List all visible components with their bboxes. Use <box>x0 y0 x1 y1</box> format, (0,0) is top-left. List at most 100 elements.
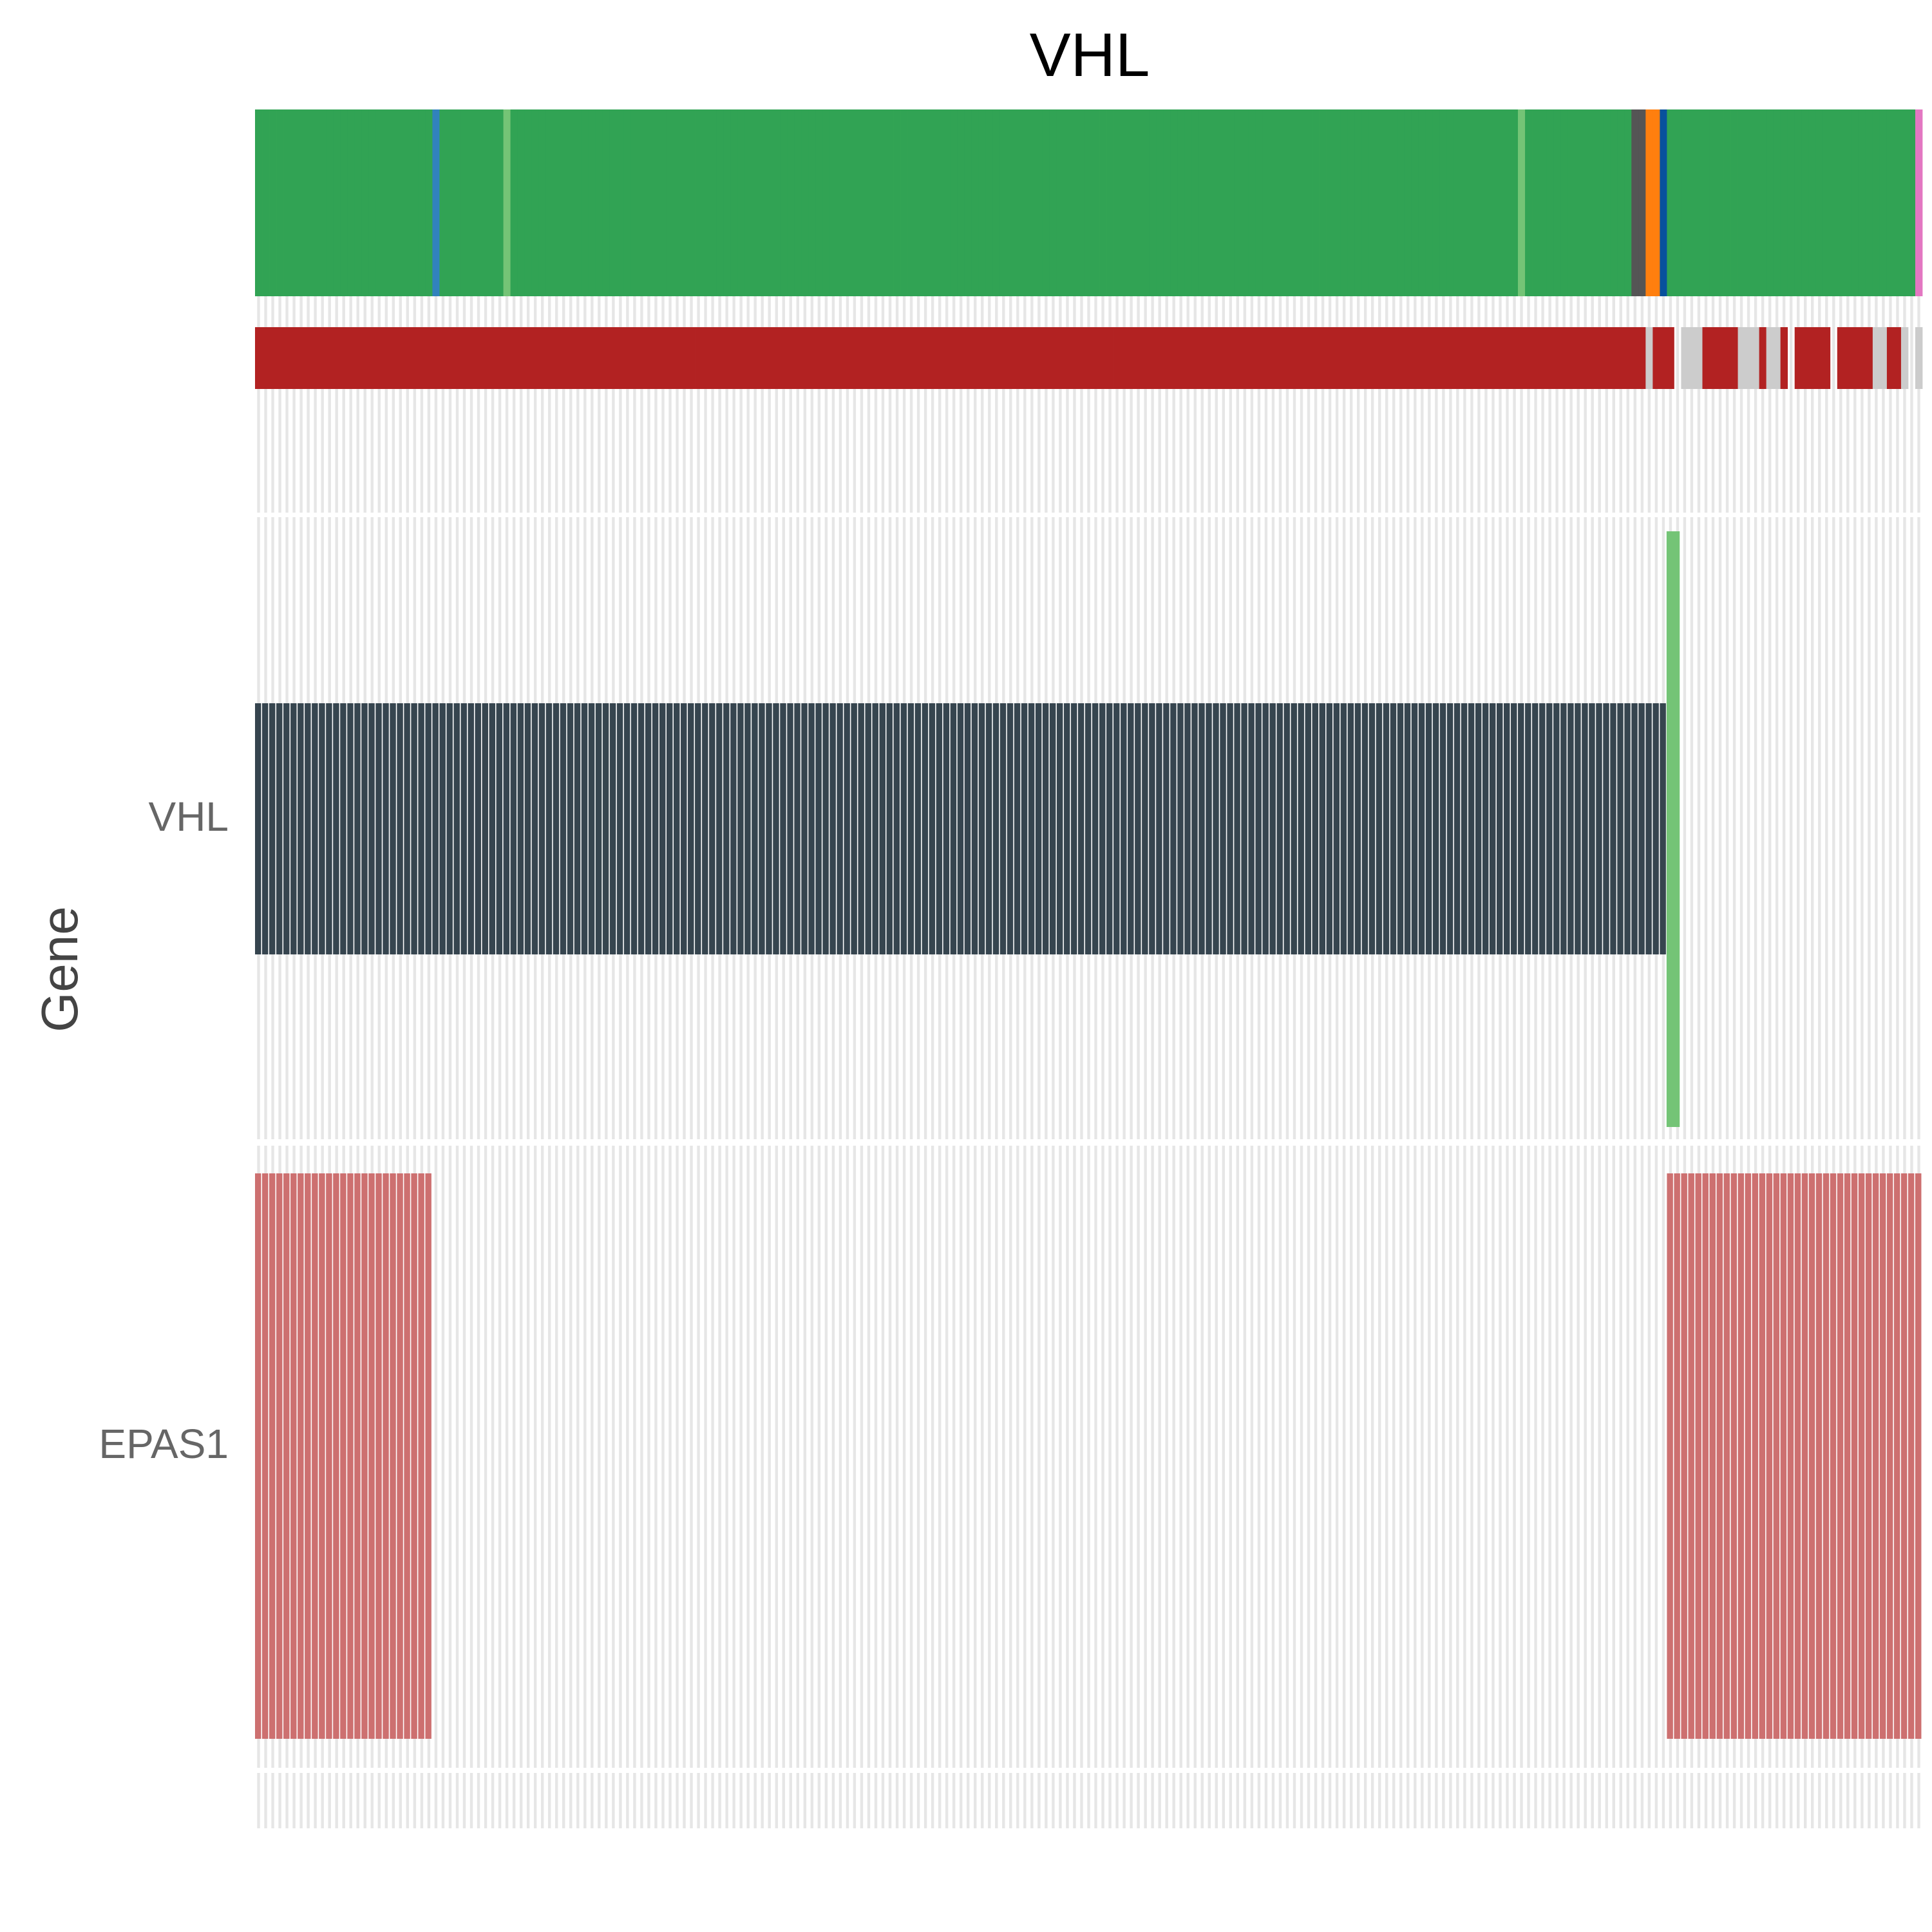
background-column <box>448 1773 452 1828</box>
background-column <box>1037 1773 1041 1828</box>
gene-label-epas1: EPAS1 <box>99 1421 229 1467</box>
top-track-cell <box>1844 109 1852 296</box>
second-track-cell <box>638 327 646 389</box>
epas1-alteration-cell <box>1667 1173 1673 1739</box>
vhl-alteration-cell <box>1063 703 1070 954</box>
top-track-cell <box>808 109 816 296</box>
background-column <box>1250 296 1254 513</box>
background-column <box>1321 1146 1325 1768</box>
second-track-cell <box>1511 327 1519 389</box>
background-column <box>441 1146 445 1768</box>
background-column <box>1520 1146 1523 1768</box>
vhl-alteration-cell <box>333 703 339 954</box>
epas1-alteration-cell <box>1808 1173 1815 1739</box>
vhl-alteration-cell <box>1368 703 1376 954</box>
second-track-cell <box>1681 327 1689 389</box>
vhl-alteration-cell <box>510 703 517 954</box>
background-column <box>1782 1773 1786 1828</box>
top-track-cell <box>1121 109 1128 296</box>
background-column <box>1910 517 1913 1139</box>
second-track-cell <box>936 327 944 389</box>
vhl-alteration-cell <box>1518 703 1524 954</box>
background-column <box>803 1146 807 1768</box>
top-track-cell <box>496 109 504 296</box>
top-track-cell <box>1354 109 1363 296</box>
top-track-cell <box>269 109 277 296</box>
vhl-alteration-cell <box>1007 703 1014 954</box>
background-column <box>1179 1773 1182 1828</box>
top-track-cell <box>730 109 738 296</box>
vhl-alteration-cell <box>815 703 822 954</box>
background-column <box>909 1773 913 1828</box>
background-column <box>1889 517 1892 1139</box>
background-column <box>505 1146 509 1768</box>
second-track-cell <box>1539 327 1547 389</box>
background-column <box>1754 517 1757 1139</box>
second-track-cell <box>319 327 327 389</box>
background-column <box>1370 1146 1374 1768</box>
background-column <box>1789 296 1793 513</box>
epas1-alteration-cell <box>361 1173 368 1739</box>
vhl-alteration-cell <box>1511 703 1517 954</box>
top-track-cell <box>716 109 724 296</box>
background-column <box>1087 296 1090 513</box>
top-track-cell <box>411 109 419 296</box>
background-column <box>1569 1146 1573 1768</box>
top-track-cell <box>978 109 987 296</box>
epas1-alteration-cell <box>326 1173 332 1739</box>
top-track-cell <box>737 109 745 296</box>
background-column <box>881 1146 885 1768</box>
background-column <box>853 1773 857 1828</box>
background-column <box>1307 1146 1311 1768</box>
background-column <box>1378 1146 1381 1768</box>
vhl-alteration-cell <box>716 703 723 954</box>
second-track-cell <box>404 327 412 389</box>
top-track-cell <box>744 109 752 296</box>
epas1-alteration-cell <box>1900 1173 1908 1739</box>
background-column <box>1789 517 1793 1139</box>
background-column <box>1797 1773 1800 1828</box>
vhl-alteration-cell <box>1390 703 1397 954</box>
background-column <box>1066 1146 1069 1768</box>
background-column <box>753 1146 757 1768</box>
background-column <box>988 1773 991 1828</box>
vhl-alteration-cell <box>262 703 269 954</box>
second-track-cell <box>425 327 433 389</box>
top-track-cell <box>688 109 696 296</box>
top-track-cell <box>567 109 575 296</box>
background-column <box>1797 517 1800 1139</box>
background-column <box>1768 296 1772 513</box>
vhl-alteration-cell <box>1234 703 1240 954</box>
background-column <box>1285 1773 1289 1828</box>
top-track-cell <box>1688 109 1696 296</box>
vhl-alteration-cell <box>780 703 786 954</box>
background-column <box>455 296 459 513</box>
second-track-cell <box>390 327 397 389</box>
background-column <box>640 1773 643 1828</box>
background-column <box>1115 1773 1119 1828</box>
epas1-alteration-cell <box>255 1173 261 1739</box>
background-column <box>1818 517 1821 1139</box>
vhl-alteration-cell <box>971 703 978 954</box>
background-column <box>782 296 785 513</box>
background-column <box>1577 296 1580 513</box>
background-column <box>1861 517 1864 1139</box>
second-track-cell <box>1326 327 1334 389</box>
background-column <box>420 1773 424 1828</box>
top-track-cell <box>1446 109 1455 296</box>
background-column <box>548 1146 551 1768</box>
top-track-cell <box>964 109 972 296</box>
background-column <box>1392 1773 1396 1828</box>
background-column <box>1144 296 1147 513</box>
second-track-cell <box>666 327 674 389</box>
background-column <box>923 296 927 513</box>
background-column <box>746 1773 750 1828</box>
epas1-alteration-cell <box>1823 1173 1830 1739</box>
vhl-alteration-cell <box>886 703 893 954</box>
vhl-alteration-cell <box>340 703 346 954</box>
background-column <box>1137 296 1140 513</box>
top-track-cell <box>950 109 958 296</box>
background-column <box>1349 1773 1353 1828</box>
background-column <box>363 296 366 513</box>
top-track-cell <box>538 109 547 296</box>
